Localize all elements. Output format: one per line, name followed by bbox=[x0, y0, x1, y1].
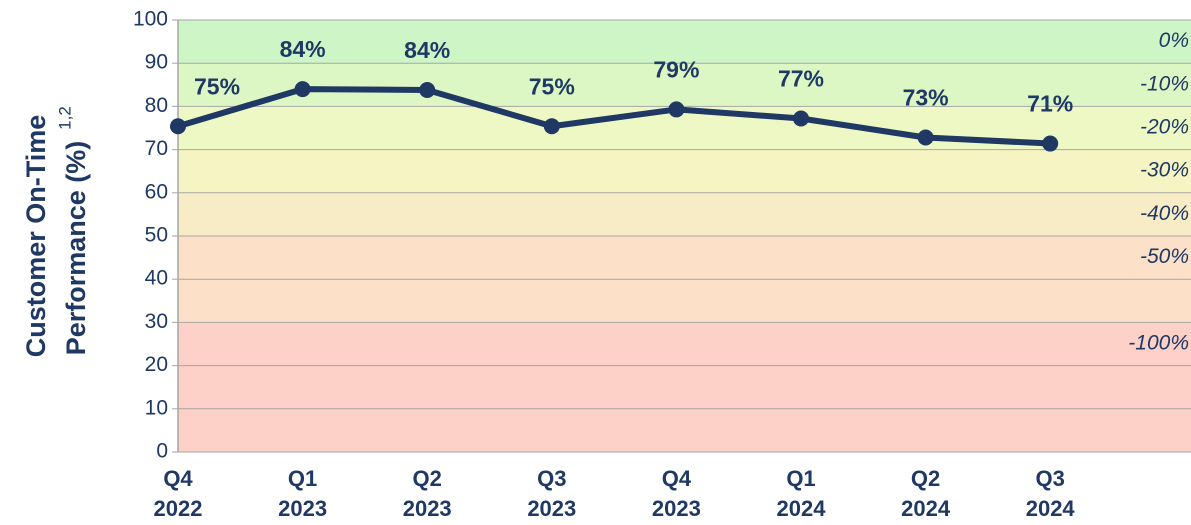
band-label: -50% bbox=[1140, 245, 1189, 268]
x-tick-label-line: Q4 bbox=[163, 466, 193, 491]
x-tick-label-line: 2024 bbox=[777, 496, 827, 521]
y-tick-label: 100 bbox=[133, 8, 168, 31]
band-label: -30% bbox=[1140, 159, 1189, 182]
x-tick-label: Q3 2023 bbox=[527, 466, 576, 521]
band bbox=[178, 322, 1191, 452]
y-axis-title-line: Performance (%) bbox=[61, 141, 91, 356]
data-label: 73% bbox=[903, 85, 949, 111]
data-label: 75% bbox=[529, 73, 575, 99]
x-tick-label-line: 2024 bbox=[901, 496, 951, 521]
data-label: 84% bbox=[404, 37, 450, 63]
x-tick-label-line: Q3 bbox=[1036, 466, 1065, 491]
data-label: 79% bbox=[653, 57, 699, 83]
x-tick-label-line: Q1 bbox=[288, 466, 317, 491]
x-tick-label-line: Q1 bbox=[786, 466, 815, 491]
x-tick-label: Q4 2023 bbox=[652, 466, 701, 521]
x-tick-label-line: Q3 bbox=[537, 466, 566, 491]
x-tick-label-line: 2023 bbox=[652, 496, 701, 521]
x-tick-label-line: Q2 bbox=[911, 466, 940, 491]
point bbox=[294, 81, 311, 98]
y-tick-label: 90 bbox=[145, 51, 168, 74]
series-line bbox=[177, 86, 1051, 147]
y-tick-label: 80 bbox=[145, 94, 168, 117]
point bbox=[793, 110, 809, 127]
point bbox=[1042, 135, 1059, 152]
x-tick-label: Q2 2023 bbox=[403, 466, 452, 521]
y-axis-title-line: Customer On-Time bbox=[21, 115, 51, 358]
data-label: 71% bbox=[1027, 91, 1073, 117]
x-tick-label-line: 2023 bbox=[403, 496, 452, 521]
y-tick-label: 0 bbox=[156, 440, 168, 463]
y-axis-title-superscript: 1,2 bbox=[55, 106, 74, 130]
x-tick-label-line: 2023 bbox=[278, 496, 327, 521]
y-tick-label: 70 bbox=[145, 137, 168, 160]
y-tick-label: 60 bbox=[145, 180, 168, 203]
band-label: -10% bbox=[1140, 72, 1189, 95]
point bbox=[419, 81, 436, 98]
y-tick-label: 30 bbox=[145, 310, 168, 333]
x-tick-label: Q4 2022 bbox=[154, 466, 203, 521]
y-tick-label: 10 bbox=[145, 396, 168, 419]
data-label: 77% bbox=[778, 66, 824, 92]
data-label: 84% bbox=[280, 36, 326, 62]
point bbox=[543, 118, 560, 135]
y-tick-label: 20 bbox=[145, 353, 168, 376]
point bbox=[917, 129, 934, 146]
x-tick-label: Q1 2024 bbox=[777, 466, 827, 521]
band bbox=[178, 63, 1191, 107]
point bbox=[170, 118, 186, 135]
x-tick-label-line: Q2 bbox=[413, 466, 442, 491]
y-axis-title: Customer On-Time Performance (%) 1,2 bbox=[21, 106, 91, 357]
band-label: 0% bbox=[1159, 29, 1189, 52]
x-tick-label-line: 2023 bbox=[527, 496, 576, 521]
point bbox=[668, 101, 685, 118]
band-label: -40% bbox=[1140, 202, 1189, 225]
band bbox=[178, 192, 1191, 236]
x-tick-label: Q3 2024 bbox=[1026, 466, 1076, 521]
band bbox=[178, 20, 1191, 64]
x-tick-label: Q2 2024 bbox=[901, 466, 951, 521]
band-label: -100% bbox=[1128, 332, 1189, 355]
x-tick-label-line: 2024 bbox=[1026, 496, 1076, 521]
y-tick-label: 50 bbox=[145, 224, 168, 247]
x-tick-label-line: 2022 bbox=[154, 496, 203, 521]
band-label: -20% bbox=[1140, 116, 1189, 139]
x-tick-label-line: Q4 bbox=[662, 466, 692, 491]
data-label: 75% bbox=[194, 73, 240, 99]
x-tick-label: Q1 2023 bbox=[278, 466, 327, 521]
band bbox=[178, 149, 1191, 193]
y-tick-label: 40 bbox=[145, 267, 168, 290]
